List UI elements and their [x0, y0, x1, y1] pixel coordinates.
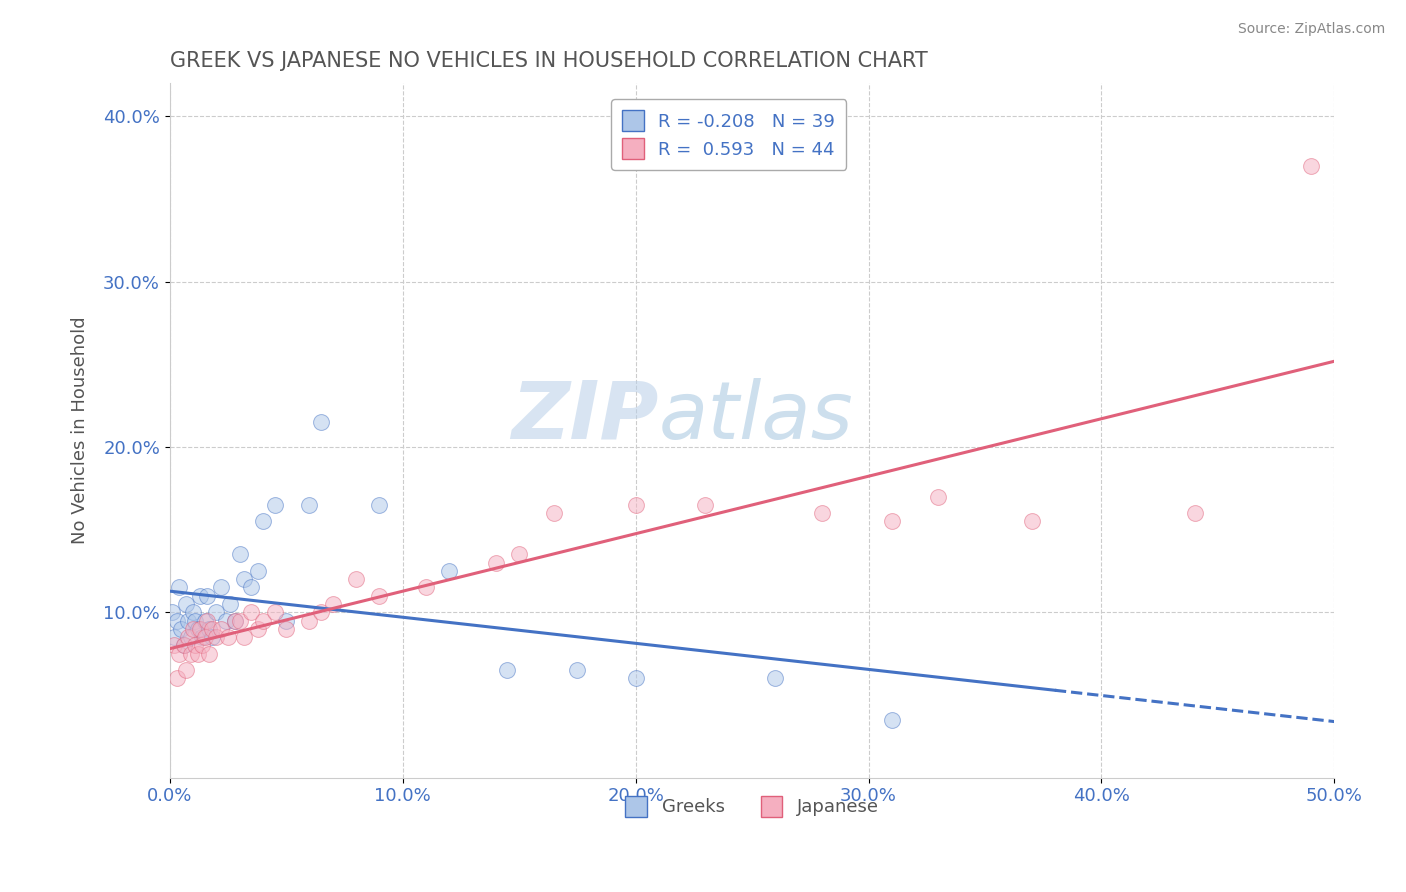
Point: [344, 572, 367, 586]
Text: Source: ZipAtlas.com: Source: ZipAtlas.com: [1237, 22, 1385, 37]
Point: [167, 647, 190, 661]
Point: [624, 672, 647, 686]
Point: [198, 647, 221, 661]
Point: [1184, 506, 1206, 520]
Point: [180, 630, 202, 644]
Point: [217, 630, 239, 644]
Point: [194, 614, 217, 628]
Point: [1021, 514, 1043, 528]
Point: [252, 614, 274, 628]
Point: [184, 638, 207, 652]
Point: [194, 630, 217, 644]
Point: [567, 663, 589, 677]
Point: [184, 614, 207, 628]
Text: atlas: atlas: [659, 377, 853, 456]
Point: [160, 605, 183, 619]
Point: [276, 622, 298, 636]
Point: [233, 572, 256, 586]
Point: [209, 622, 232, 636]
Point: [174, 597, 197, 611]
Point: [167, 581, 190, 595]
Point: [695, 498, 717, 512]
Text: GREEK VS JAPANESE NO VEHICLES IN HOUSEHOLD CORRELATION CHART: GREEK VS JAPANESE NO VEHICLES IN HOUSEHO…: [170, 51, 928, 70]
Point: [368, 589, 391, 603]
Point: [177, 614, 200, 628]
Point: [188, 589, 211, 603]
Point: [214, 614, 236, 628]
Point: [439, 564, 461, 578]
Point: [191, 638, 214, 652]
Point: [209, 581, 232, 595]
Point: [228, 548, 250, 562]
Point: [247, 622, 270, 636]
Point: [276, 614, 298, 628]
Point: [205, 630, 228, 644]
Point: [508, 548, 530, 562]
Point: [191, 630, 214, 644]
Point: [173, 638, 195, 652]
Y-axis label: No Vehicles in Household: No Vehicles in Household: [72, 317, 89, 544]
Point: [763, 672, 786, 686]
Point: [166, 614, 188, 628]
Point: [224, 614, 246, 628]
Point: [811, 506, 834, 520]
Point: [415, 581, 437, 595]
Point: [252, 514, 274, 528]
Point: [880, 713, 903, 727]
Point: [173, 638, 195, 652]
Point: [1301, 159, 1323, 173]
Point: [219, 597, 242, 611]
Point: [205, 605, 228, 619]
Point: [485, 556, 508, 570]
Point: [177, 630, 200, 644]
Point: [198, 622, 221, 636]
Text: ZIP: ZIP: [512, 377, 659, 456]
Point: [543, 506, 565, 520]
Point: [174, 663, 197, 677]
Point: [195, 614, 218, 628]
Point: [298, 498, 321, 512]
Point: [927, 490, 949, 504]
Point: [309, 415, 332, 429]
Point: [181, 622, 204, 636]
Point: [309, 605, 332, 619]
Point: [263, 605, 285, 619]
Point: [166, 672, 188, 686]
Point: [368, 498, 391, 512]
Point: [163, 638, 186, 652]
Point: [228, 614, 250, 628]
Point: [187, 622, 209, 636]
Point: [880, 514, 903, 528]
Point: [187, 647, 209, 661]
Point: [181, 605, 204, 619]
Point: [624, 498, 647, 512]
Point: [170, 622, 193, 636]
Point: [201, 622, 224, 636]
Point: [247, 564, 270, 578]
Point: [298, 614, 321, 628]
Point: [188, 622, 211, 636]
Point: [163, 630, 186, 644]
Point: [180, 647, 202, 661]
Point: [496, 663, 519, 677]
Point: [233, 630, 256, 644]
Point: [201, 630, 224, 644]
Point: [240, 605, 263, 619]
Point: [322, 597, 344, 611]
Point: [195, 589, 218, 603]
Point: [240, 581, 263, 595]
Point: [263, 498, 285, 512]
Legend: Greeks, Japanese: Greeks, Japanese: [619, 789, 886, 824]
Point: [224, 614, 246, 628]
